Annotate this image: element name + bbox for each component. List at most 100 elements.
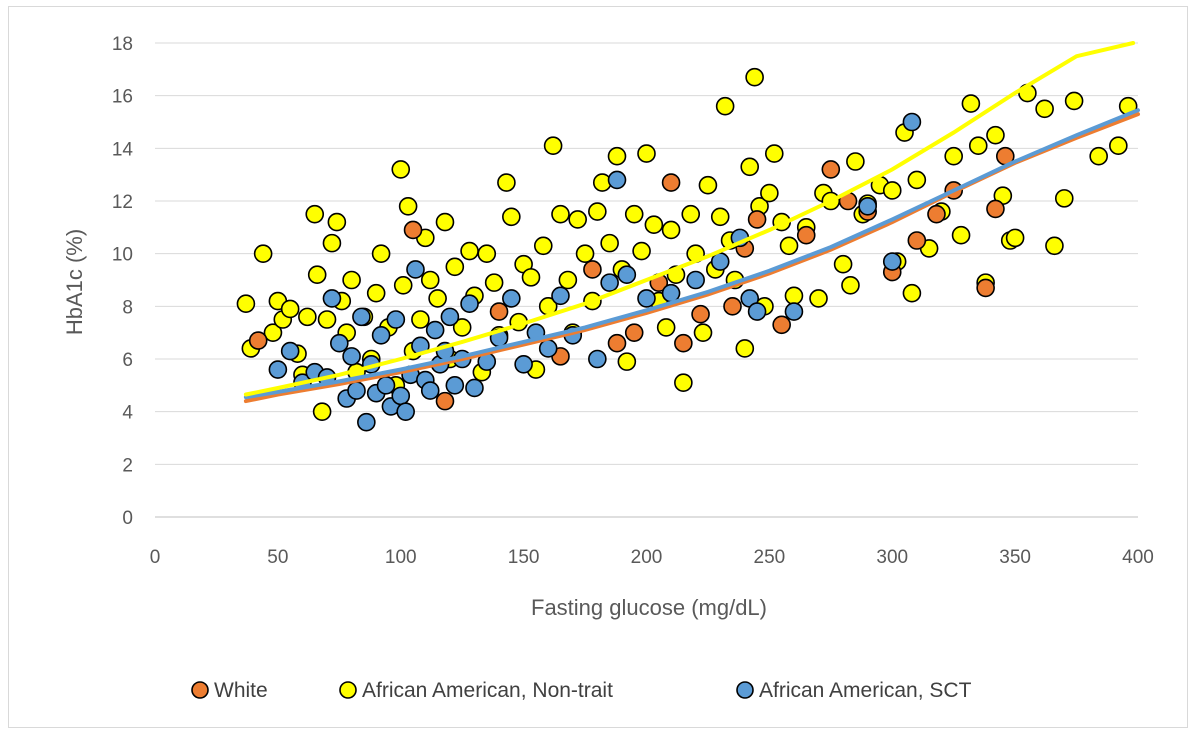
y-tick-label: 14 — [112, 139, 134, 160]
data-point — [882, 252, 902, 271]
data-point — [735, 339, 755, 358]
data-point — [961, 94, 981, 113]
data-point — [1064, 91, 1084, 111]
data-point — [760, 183, 779, 203]
data-point — [986, 125, 1005, 145]
data-point — [1109, 136, 1128, 155]
x-axis-title: Fasting glucose (mg/dL) — [531, 595, 767, 620]
data-point — [477, 244, 497, 263]
data-point — [484, 273, 504, 292]
data-point — [607, 170, 627, 190]
data-point — [902, 112, 922, 132]
data-point — [460, 241, 479, 261]
data-point — [710, 207, 730, 227]
data-point — [809, 289, 828, 308]
data-point — [558, 270, 578, 290]
trendlines — [243, 41, 1140, 404]
data-point — [1089, 146, 1108, 166]
data-point — [1005, 228, 1025, 248]
data-point — [600, 273, 619, 292]
data-point — [521, 268, 541, 287]
x-tick-label: 100 — [385, 547, 417, 568]
data-point — [497, 173, 516, 192]
data-point — [396, 402, 415, 421]
x-tick-label: 350 — [999, 547, 1031, 568]
y-tick-label: 12 — [112, 192, 133, 213]
data-point — [784, 302, 804, 321]
data-point — [607, 333, 627, 353]
data-point — [575, 244, 595, 263]
data-point — [617, 352, 637, 371]
series-african-american-sct — [268, 112, 922, 432]
legend-label: African American, Non-trait — [362, 679, 613, 702]
data-point — [502, 207, 521, 227]
data-point — [236, 294, 256, 314]
x-tick-label: 250 — [754, 547, 786, 568]
data-point — [420, 270, 440, 290]
data-point — [489, 302, 509, 321]
data-point — [821, 160, 841, 179]
legend-label: White — [214, 679, 268, 702]
data-point — [902, 283, 922, 303]
data-point — [502, 289, 521, 308]
legend-marker — [339, 681, 357, 699]
data-point — [280, 341, 300, 361]
legend: White African American, Non-trait African … — [191, 679, 972, 702]
data-point — [330, 333, 349, 353]
data-point — [465, 378, 484, 398]
data-point — [342, 270, 361, 290]
y-axis-title: HbA1c (%) — [62, 229, 87, 335]
data-point — [882, 181, 902, 200]
data-point — [846, 152, 865, 171]
data-point — [583, 260, 602, 279]
legend-label: African American, SCT — [759, 679, 972, 702]
data-point — [347, 381, 366, 400]
trendline — [243, 108, 1140, 400]
data-point — [661, 173, 681, 192]
y-tick-label: 0 — [122, 508, 133, 529]
data-point — [317, 310, 337, 329]
data-point — [632, 241, 651, 261]
data-point — [907, 231, 927, 250]
data-point — [307, 265, 327, 285]
data-point — [538, 339, 558, 358]
data-point — [624, 204, 644, 224]
y-tick-label: 10 — [112, 245, 133, 266]
data-point — [607, 146, 627, 166]
data-point — [693, 323, 713, 342]
data-point — [674, 333, 693, 353]
data-point — [435, 391, 455, 411]
data-point — [298, 307, 317, 327]
data-point — [674, 373, 693, 393]
data-point — [907, 170, 927, 190]
data-point — [386, 310, 406, 329]
data-point — [533, 236, 553, 256]
trendline — [243, 41, 1136, 397]
data-point — [637, 289, 656, 308]
x-tick-label: 150 — [508, 547, 540, 568]
data-point — [403, 220, 423, 240]
y-tick-label: 16 — [112, 87, 133, 108]
data-point — [951, 225, 971, 245]
data-point — [280, 299, 300, 319]
data-point — [551, 204, 570, 224]
data-point — [600, 233, 619, 253]
data-point — [460, 294, 479, 314]
data-point — [661, 220, 681, 240]
data-point — [698, 175, 718, 195]
data-point — [393, 275, 413, 295]
x-tick-label: 0 — [150, 547, 161, 568]
data-point — [764, 144, 784, 163]
data-point — [624, 323, 644, 342]
data-point — [772, 315, 791, 335]
data-point — [1054, 189, 1074, 208]
y-tick-label: 2 — [122, 455, 133, 476]
y-tick-label: 4 — [122, 403, 133, 424]
data-point — [322, 289, 342, 308]
data-point — [357, 412, 376, 432]
data-point — [833, 254, 853, 274]
data-point — [420, 381, 440, 400]
data-point — [568, 210, 587, 229]
data-point — [1045, 236, 1064, 256]
data-point — [327, 212, 347, 232]
